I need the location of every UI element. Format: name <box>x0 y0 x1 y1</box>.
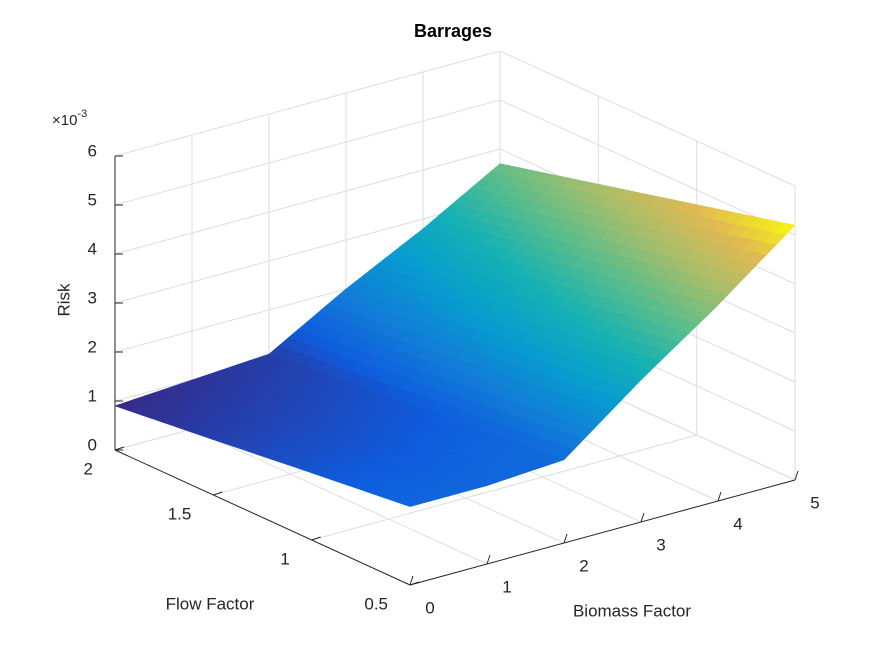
surface-cell <box>191 353 369 416</box>
z-tick-label: 3 <box>88 288 97 307</box>
x-tick <box>794 470 799 481</box>
z-axis-label: Risk <box>54 283 73 317</box>
x-tick <box>486 554 491 565</box>
surface-cell <box>345 228 522 320</box>
y-tick-label: 1.5 <box>168 504 192 523</box>
surface-cell <box>422 163 599 255</box>
grid-line <box>499 99 796 236</box>
surface-cell <box>520 183 698 280</box>
z-multiplier-base: ×10 <box>52 112 77 129</box>
x-tick-label: 2 <box>579 556 588 575</box>
z-tick-label: 2 <box>88 337 97 356</box>
z-tick-label: 4 <box>88 239 97 258</box>
surface-cell <box>366 318 544 425</box>
chart-title: Barrages <box>414 21 492 41</box>
y-axis-label: Flow Factor <box>166 594 255 613</box>
x-tick <box>717 491 722 502</box>
z-tick-label: 5 <box>88 190 97 209</box>
y-tick <box>114 446 125 451</box>
x-axis-label: Biomass Factor <box>573 601 691 620</box>
z-tick-label: 0 <box>88 435 97 454</box>
surface-cell <box>619 204 796 306</box>
x-tick-label: 5 <box>810 493 819 512</box>
y-tick-label: 1 <box>280 549 289 568</box>
x-tick-label: 1 <box>502 577 511 596</box>
x-tick-label: 3 <box>656 535 665 554</box>
grid-line <box>499 50 796 187</box>
x-tick-label: 0 <box>425 598 434 617</box>
x-tick <box>409 575 414 586</box>
z-tick-label: 6 <box>88 141 97 160</box>
y-axis <box>114 449 411 586</box>
surface-cell <box>310 450 488 507</box>
grid-line <box>114 148 501 255</box>
x-tick <box>640 512 645 523</box>
surface-cell <box>443 253 621 350</box>
grid-line <box>114 99 501 206</box>
grid-line <box>191 428 488 565</box>
y-tick <box>311 536 321 541</box>
surface-cell <box>268 288 445 390</box>
x-tick <box>563 533 568 544</box>
grid-line <box>114 50 501 157</box>
z-multiplier-exponent: -3 <box>77 108 87 120</box>
surface-cell <box>542 279 719 381</box>
surface-cell <box>114 379 292 440</box>
surface-cell <box>465 349 642 461</box>
surface-facet <box>396 499 421 507</box>
grid-line <box>114 197 501 304</box>
z-multiplier: ×10-3 <box>52 108 87 129</box>
y-tick-label: 2 <box>84 459 93 478</box>
surface-cell <box>387 424 565 486</box>
surface-cell <box>289 388 467 451</box>
y-tick <box>409 581 420 586</box>
x-axis <box>409 479 796 586</box>
x-tick-label: 4 <box>733 514 742 533</box>
z-tick-label: 1 <box>88 386 97 405</box>
surface-cell <box>212 414 390 474</box>
y-tick <box>213 491 223 496</box>
grid-line <box>311 434 697 541</box>
y-tick-label: 0.5 <box>364 594 388 613</box>
